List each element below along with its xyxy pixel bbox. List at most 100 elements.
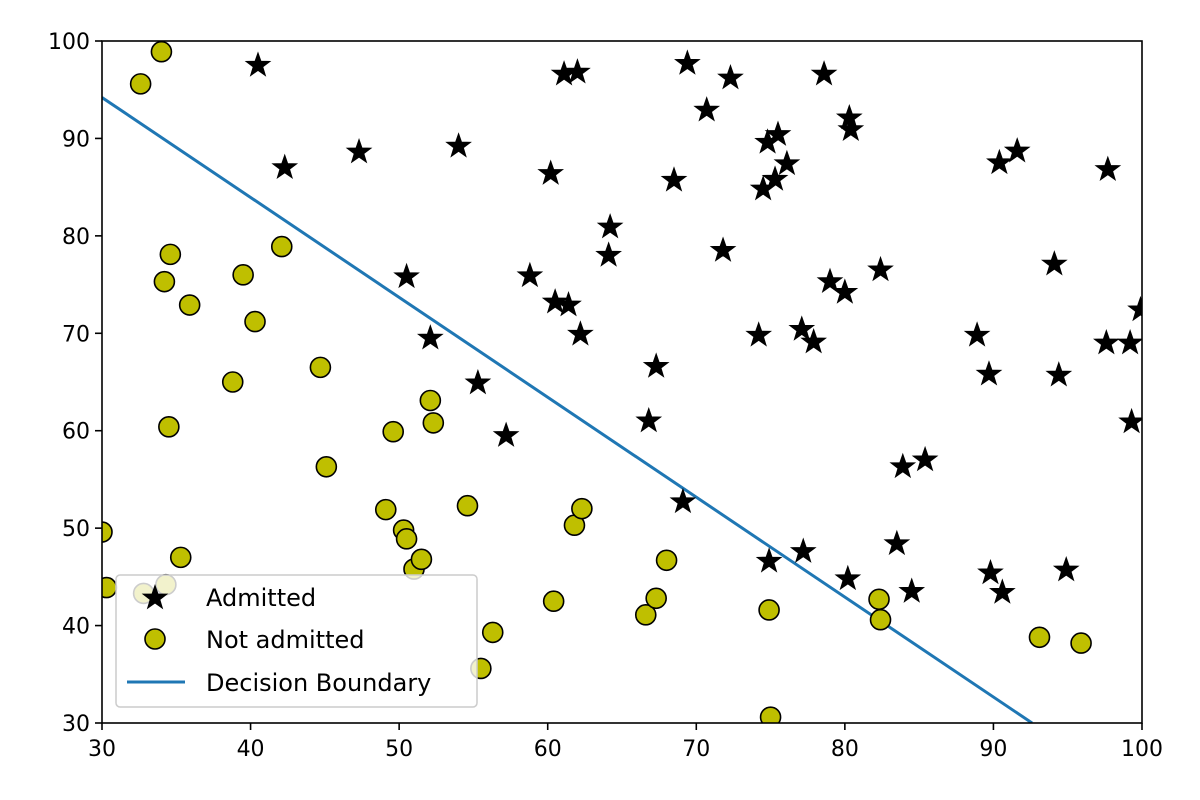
admitted-point <box>492 421 520 447</box>
admitted-point <box>669 487 697 514</box>
admitted-point <box>717 63 744 90</box>
admitted-point <box>834 564 862 591</box>
admitted-point <box>660 166 688 192</box>
y-tick-label: 70 <box>62 322 90 347</box>
admitted-point <box>911 445 939 472</box>
y-tick-label: 30 <box>62 712 90 737</box>
not-admitted-point <box>270 235 293 258</box>
y-tick-label: 50 <box>62 517 90 542</box>
admitted-point <box>883 529 911 556</box>
admitted-point <box>345 138 373 164</box>
admitted-point <box>596 213 624 239</box>
not-admitted-point <box>232 264 254 286</box>
admitted-point <box>773 149 801 176</box>
not-admitted-point <box>382 420 405 443</box>
legend-circle-icon <box>144 628 166 650</box>
admitted-point <box>1116 329 1142 355</box>
admitted-point <box>709 236 737 262</box>
admitted-point <box>975 360 1003 386</box>
not-admitted-point <box>422 412 445 434</box>
admitted-point <box>1094 155 1122 181</box>
x-tick-label: 90 <box>979 737 1007 762</box>
admitted-point <box>800 328 827 354</box>
admitted-point <box>810 60 838 86</box>
not-admitted-point <box>542 590 565 613</box>
x-tick-label: 30 <box>88 737 116 762</box>
admitted-point <box>764 120 792 146</box>
not-admitted-point <box>645 587 667 610</box>
not-admitted-point <box>169 546 192 569</box>
admitted-point <box>567 320 594 346</box>
admitted-point <box>393 262 420 289</box>
admitted-point <box>837 115 865 142</box>
admitted-point <box>635 406 663 433</box>
admitted-point <box>989 578 1016 604</box>
not-admitted-point <box>655 549 678 572</box>
admitted-point <box>1003 137 1031 163</box>
admitted-point <box>1127 295 1142 322</box>
y-tick-label: 90 <box>62 127 90 152</box>
not-admitted-point <box>153 270 176 293</box>
not-admitted-point <box>869 608 892 631</box>
not-admitted-point <box>244 310 266 333</box>
admitted-point <box>537 159 565 185</box>
admitted-point <box>1041 250 1068 276</box>
legend-label-not-admitted: Not admitted <box>206 626 364 654</box>
not-admitted-point <box>456 494 479 517</box>
admitted-point <box>1052 556 1080 582</box>
admitted-point <box>889 452 917 479</box>
x-axis: 30 40 50 60 70 80 90 100 <box>88 723 1163 762</box>
not-admitted-point <box>410 548 433 571</box>
not-admitted-point <box>481 621 504 644</box>
y-tick-label: 100 <box>48 30 90 55</box>
admitted-point <box>445 132 472 158</box>
admitted-point <box>789 537 817 563</box>
not-admitted-point <box>178 294 201 316</box>
admitted-point <box>816 267 844 293</box>
not-admitted-point <box>315 455 338 478</box>
admitted-point <box>595 241 622 267</box>
not-admitted-point <box>759 706 782 723</box>
x-tick-label: 40 <box>237 737 265 762</box>
admitted-point <box>898 577 926 603</box>
x-tick-label: 50 <box>385 737 413 762</box>
admitted-point <box>1045 361 1073 387</box>
not-admitted-point <box>395 528 418 550</box>
admitted-point <box>564 58 591 84</box>
not-admitted-point <box>1028 626 1051 649</box>
not-admitted-point <box>634 604 657 626</box>
admitted-point <box>761 165 789 191</box>
admitted-point <box>244 51 272 77</box>
plot-frame <box>101 40 1143 724</box>
not-admitted-point <box>571 497 593 520</box>
admitted-point <box>693 96 721 122</box>
not-admitted-point <box>868 588 890 611</box>
admitted-point <box>755 547 783 573</box>
admitted-point <box>674 49 701 75</box>
admitted-point <box>986 148 1013 175</box>
legend-label-decision-boundary: Decision Boundary <box>206 669 431 697</box>
admitted-point <box>516 261 544 288</box>
y-tick-label: 80 <box>62 225 90 250</box>
not-admitted-point <box>102 521 113 543</box>
not-admitted-point <box>758 599 780 621</box>
not-admitted-point <box>1070 632 1092 654</box>
y-axis: 30 40 50 60 70 80 90 100 <box>48 30 102 737</box>
admitted-point <box>1093 329 1120 355</box>
legend: Admitted Not admitted Decision Boundary <box>115 574 478 708</box>
admitted-point <box>1118 407 1142 434</box>
admitted-point <box>555 291 582 317</box>
x-tick-label: 100 <box>1121 737 1163 762</box>
y-tick-label: 40 <box>62 615 90 640</box>
not-admitted-point <box>129 73 152 95</box>
admitted-point <box>745 321 773 347</box>
not-admitted-point <box>309 356 332 379</box>
y-tick-label: 60 <box>62 420 90 445</box>
x-tick-label: 70 <box>682 737 710 762</box>
legend-label-admitted: Admitted <box>206 584 316 612</box>
admitted-point <box>271 153 299 180</box>
admitted-point <box>417 324 444 350</box>
marker-layer <box>102 41 1142 723</box>
legend-star-shape <box>141 583 169 610</box>
